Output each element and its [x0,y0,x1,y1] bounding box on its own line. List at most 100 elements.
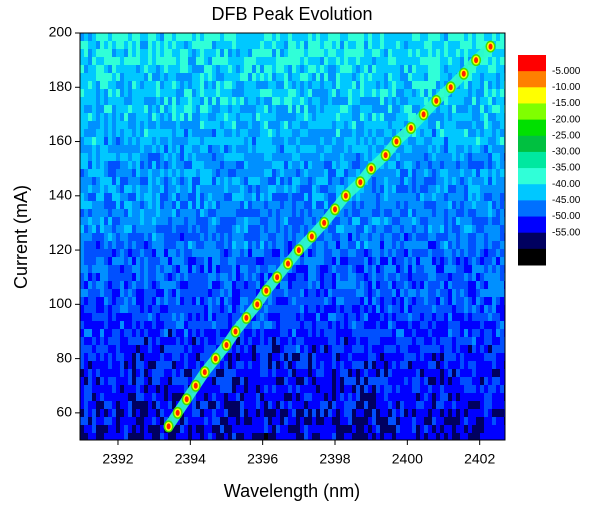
noise-cell [180,153,184,161]
noise-cell [184,353,188,361]
noise-cell [324,401,328,409]
noise-cell [448,65,452,73]
noise-cell [128,401,132,409]
noise-cell [260,337,264,345]
noise-cell [104,49,108,57]
noise-cell [448,201,452,209]
noise-cell [192,401,196,409]
noise-cell [244,353,248,361]
noise-cell [136,225,140,233]
noise-cell [132,217,136,225]
noise-cell [140,257,144,265]
noise-cell [460,105,464,113]
noise-cell [436,217,440,225]
noise-cell [372,281,376,289]
noise-cell [364,401,368,409]
noise-cell [336,161,340,169]
noise-cell [232,161,236,169]
noise-cell [176,89,180,97]
noise-cell [184,313,188,321]
noise-cell [148,417,152,425]
noise-cell [160,65,164,73]
noise-cell [460,57,464,65]
noise-cell [320,153,324,161]
noise-cell [80,81,84,89]
noise-cell [448,273,452,281]
noise-cell [328,241,332,249]
noise-cell [288,153,292,161]
noise-cell [80,409,84,417]
noise-cell [372,385,376,393]
noise-cell [400,329,404,337]
noise-cell [272,393,276,401]
noise-cell [116,201,120,209]
noise-cell [204,329,208,337]
noise-cell [412,321,416,329]
noise-cell [216,321,220,329]
noise-cell [252,241,256,249]
noise-cell [104,217,108,225]
noise-cell [320,177,324,185]
noise-cell [172,241,176,249]
noise-cell [344,249,348,257]
noise-cell [300,49,304,57]
noise-cell [420,249,424,257]
noise-cell [120,401,124,409]
noise-cell [288,129,292,137]
noise-cell [104,337,108,345]
noise-cell [400,73,404,81]
noise-cell [208,153,212,161]
noise-cell [408,313,412,321]
noise-cell [136,417,140,425]
noise-cell [224,97,228,105]
noise-cell [96,425,100,433]
noise-cell [416,257,420,265]
noise-cell [256,385,260,393]
noise-cell [332,321,336,329]
noise-cell [96,353,100,361]
noise-cell [264,137,268,145]
noise-cell [340,161,344,169]
noise-cell [404,257,408,265]
noise-cell [152,297,156,305]
noise-cell [296,81,300,89]
noise-cell [392,57,396,65]
noise-cell [96,233,100,241]
noise-cell [440,289,444,297]
noise-cell [124,425,128,433]
noise-cell [356,401,360,409]
noise-cell [232,201,236,209]
noise-cell [116,289,120,297]
noise-cell [120,169,124,177]
noise-cell [240,241,244,249]
noise-cell [380,105,384,113]
noise-cell [212,65,216,73]
noise-cell [412,233,416,241]
noise-cell [144,177,148,185]
noise-cell [460,217,464,225]
noise-cell [252,409,256,417]
noise-cell [356,265,360,273]
noise-cell [432,281,436,289]
noise-cell [356,121,360,129]
noise-cell [224,121,228,129]
noise-cell [464,361,468,369]
noise-cell [448,289,452,297]
noise-cell [156,425,160,433]
noise-cell [252,121,256,129]
noise-cell [440,305,444,313]
noise-cell [332,193,336,201]
noise-cell [332,177,336,185]
noise-cell [232,385,236,393]
noise-cell [468,161,472,169]
noise-cell [108,153,112,161]
noise-cell [280,385,284,393]
noise-cell [276,105,280,113]
noise-cell [184,361,188,369]
noise-cell [276,145,280,153]
noise-cell [144,73,148,81]
noise-cell [208,265,212,273]
noise-cell [304,313,308,321]
noise-cell [232,233,236,241]
noise-cell [400,409,404,417]
